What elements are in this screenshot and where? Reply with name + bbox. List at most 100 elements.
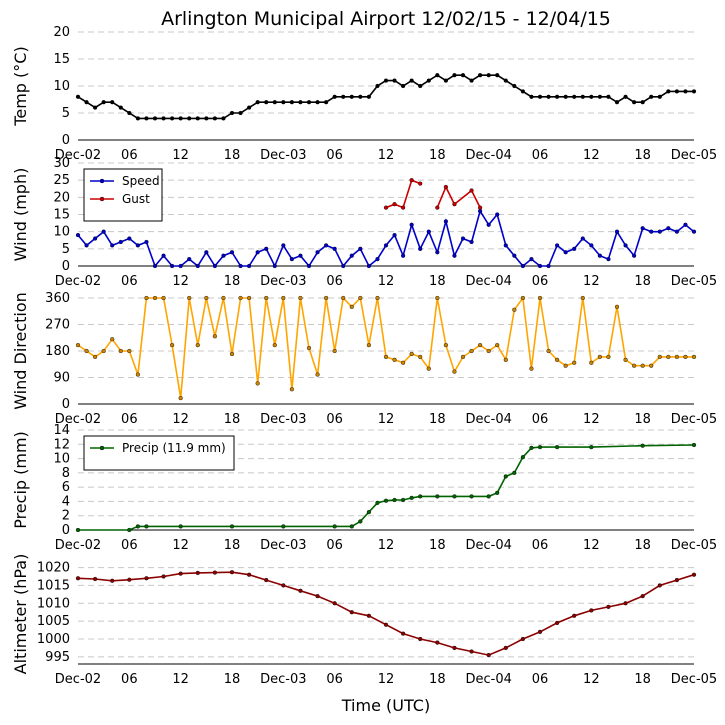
data-point xyxy=(178,263,183,269)
data-point xyxy=(546,348,551,354)
x-tick-label: 12 xyxy=(583,274,600,289)
data-point xyxy=(674,354,679,359)
x-tick-label: Dec-03 xyxy=(260,274,306,289)
data-point xyxy=(486,73,491,78)
data-point xyxy=(135,372,140,377)
x-tick-label: Dec-05 xyxy=(671,538,717,553)
data-point xyxy=(640,594,645,599)
data-point xyxy=(597,94,602,99)
data-point xyxy=(606,94,611,99)
x-tick-label: Dec-04 xyxy=(465,148,511,163)
data-point xyxy=(520,636,525,642)
data-point xyxy=(306,345,312,351)
x-tick-label: 06 xyxy=(532,412,549,427)
data-point xyxy=(264,295,269,301)
x-tick-label: Dec-05 xyxy=(671,672,717,687)
x-tick-label: Dec-05 xyxy=(671,148,717,163)
data-point xyxy=(195,570,200,576)
data-point xyxy=(315,100,320,105)
data-point xyxy=(555,445,560,450)
data-point xyxy=(452,253,457,258)
data-point xyxy=(135,243,140,248)
x-tick-label: 18 xyxy=(224,412,241,427)
data-point xyxy=(649,363,654,368)
data-point xyxy=(324,295,329,301)
data-point xyxy=(460,236,466,241)
data-point xyxy=(614,100,620,105)
data-point xyxy=(229,250,235,255)
data-point xyxy=(358,246,363,251)
data-point xyxy=(640,443,645,448)
data-point xyxy=(392,357,397,362)
y-tick-label: 15 xyxy=(53,208,70,223)
x-tick-label: Dec-03 xyxy=(260,412,306,427)
data-point xyxy=(512,307,517,312)
x-tick-label: 06 xyxy=(326,538,343,553)
data-point xyxy=(375,257,380,262)
data-point xyxy=(341,94,346,99)
data-point xyxy=(383,78,389,83)
data-point xyxy=(195,263,200,269)
legend-marker xyxy=(99,178,105,184)
data-point xyxy=(460,354,466,359)
data-point xyxy=(135,116,140,121)
data-point xyxy=(469,494,474,499)
data-point xyxy=(127,110,132,116)
data-point xyxy=(478,208,483,214)
data-point xyxy=(375,500,380,505)
x-tick-label: 12 xyxy=(378,148,395,163)
x-tick-label: 12 xyxy=(172,672,189,687)
y-tick-label: 5 xyxy=(62,242,70,257)
data-point xyxy=(110,337,115,342)
x-tick-label: 18 xyxy=(429,412,446,427)
data-point xyxy=(281,243,286,248)
y-tick-label: 995 xyxy=(45,650,70,665)
data-point xyxy=(401,631,406,636)
y-tick-label: 1005 xyxy=(37,614,70,629)
x-tick-label: 18 xyxy=(429,672,446,687)
data-point xyxy=(572,613,577,618)
data-point xyxy=(161,253,166,258)
data-point xyxy=(418,181,423,186)
y-tick-label: 10 xyxy=(53,452,70,467)
data-point xyxy=(178,571,183,576)
x-tick-label: 06 xyxy=(326,412,343,427)
data-point xyxy=(392,202,397,207)
data-point xyxy=(101,100,106,105)
data-point xyxy=(495,73,500,78)
x-tick-label: 18 xyxy=(634,672,651,687)
data-point xyxy=(503,474,508,479)
data-point xyxy=(503,357,508,362)
data-point xyxy=(409,222,414,227)
data-point xyxy=(187,116,192,121)
legend-label: Gust xyxy=(122,192,150,206)
data-point xyxy=(289,257,294,262)
data-point xyxy=(144,524,149,529)
data-point xyxy=(486,652,491,658)
y-tick-label: 14 xyxy=(53,423,70,438)
data-point xyxy=(152,116,158,121)
data-point xyxy=(683,222,688,227)
x-tick-label: Dec-03 xyxy=(260,148,306,163)
data-point xyxy=(666,354,671,359)
data-point xyxy=(247,105,252,110)
data-point xyxy=(324,100,329,105)
data-point xyxy=(127,236,132,241)
data-point xyxy=(529,366,534,371)
x-tick-label: Dec-02 xyxy=(55,672,101,687)
x-tick-label: 06 xyxy=(121,672,138,687)
y-tick-label: 20 xyxy=(53,25,70,40)
data-point xyxy=(127,527,132,533)
data-point xyxy=(349,524,354,529)
x-tick-label: Dec-04 xyxy=(465,672,511,687)
x-tick-label: 12 xyxy=(378,274,395,289)
data-point xyxy=(537,295,543,301)
data-point xyxy=(555,357,560,362)
data-point xyxy=(520,263,525,269)
data-point xyxy=(366,263,371,269)
data-point xyxy=(572,246,577,251)
data-point xyxy=(75,576,81,581)
data-point xyxy=(383,354,389,359)
data-point xyxy=(691,89,697,94)
data-point xyxy=(358,94,363,99)
